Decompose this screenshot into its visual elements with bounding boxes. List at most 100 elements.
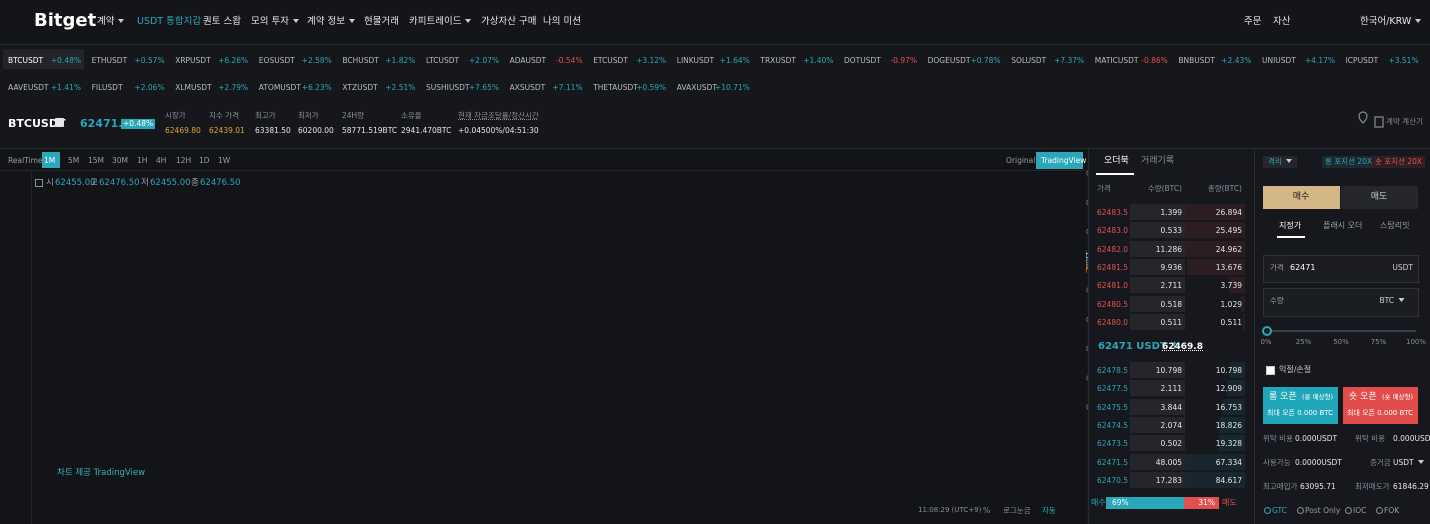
orderbook-price[interactable]: 62481.0 <box>1097 281 1129 291</box>
orderbook-price[interactable]: 62481.5 <box>1097 262 1129 272</box>
ticker-symbol[interactable]: BTCUSDT <box>8 56 44 65</box>
status-option[interactable]: 자동 <box>1042 506 1056 515</box>
interval-button[interactable]: 12H <box>176 156 192 165</box>
ticker-change[interactable]: +1.40% <box>803 56 834 65</box>
ticker-change[interactable]: +6.26% <box>218 56 249 65</box>
ticker-symbol[interactable]: XRPUSDT <box>175 56 211 65</box>
button-title[interactable]: 숏 오픈 <box>1349 392 1377 402</box>
button-sub[interactable]: (롱 예상형) <box>1302 393 1334 401</box>
ticker-change[interactable]: +2.79% <box>218 83 249 92</box>
ticker-symbol[interactable]: ICPUSDT <box>1345 56 1379 65</box>
nav-link[interactable]: 자산 <box>1273 16 1291 27</box>
calculator-link[interactable]: 계약 계산기 <box>1386 117 1423 126</box>
nav-link[interactable]: 주문 <box>1244 16 1262 27</box>
ticker-change[interactable]: +10.71% <box>714 83 750 92</box>
button-max[interactable]: 최대 오픈 0.000 BTC <box>1266 409 1334 417</box>
interval-button[interactable]: 1M <box>44 156 56 165</box>
tif-radio[interactable] <box>1345 507 1352 514</box>
location-icon[interactable] <box>1358 111 1368 124</box>
ticker-symbol[interactable]: AVAXUSDT <box>676 83 717 92</box>
tif-radio[interactable] <box>1376 507 1383 514</box>
ticker-symbol[interactable]: ETHUSDT <box>91 56 128 65</box>
quantity-unit[interactable]: BTC <box>1379 297 1404 305</box>
interval-button[interactable]: 1D <box>199 156 210 165</box>
ticker-symbol[interactable]: EOSUSDT <box>258 56 295 65</box>
ticker-symbol[interactable]: DOGEUSDT <box>927 56 971 65</box>
ticker-symbol[interactable]: UNIUSDT <box>1262 56 1296 65</box>
tif-option[interactable]: IOC <box>1353 506 1367 515</box>
slider-track[interactable] <box>1266 330 1416 332</box>
orderbook-price[interactable]: 62473.5 <box>1097 439 1129 449</box>
status-option[interactable]: % <box>983 506 991 515</box>
tpsl-label[interactable]: 익절/손절 <box>1279 365 1312 374</box>
ticker-change[interactable]: +1.41% <box>50 83 81 92</box>
interval-button[interactable]: 4H <box>156 156 167 165</box>
order-type-tab[interactable]: 지정가 <box>1279 221 1302 230</box>
view-button[interactable]: Original <box>1006 156 1036 165</box>
logo[interactable]: Bitget <box>34 10 97 31</box>
nav-menu-item[interactable]: 계약 <box>97 17 124 27</box>
nav-menu-item[interactable]: 나의 미션 <box>543 16 581 27</box>
ticker-symbol[interactable]: AAVEUSDT <box>8 83 49 92</box>
ticker-symbol[interactable]: XTZUSDT <box>342 83 378 92</box>
ticker-symbol[interactable]: ETCUSDT <box>593 56 628 65</box>
ticker-change[interactable]: +0.57% <box>134 56 165 65</box>
ticker-symbol[interactable]: LTCUSDT <box>426 56 460 65</box>
nav-menu-item[interactable]: 카피트레이드 <box>409 17 471 27</box>
buy-tab[interactable] <box>1263 186 1340 209</box>
interval-button[interactable]: 1H <box>137 156 148 165</box>
ticker-change[interactable]: +2.58% <box>301 56 332 65</box>
interval-button[interactable]: 5M <box>68 156 80 165</box>
orderbook-price[interactable]: 62474.5 <box>1097 420 1129 430</box>
orderbook-price[interactable]: 62480.5 <box>1097 299 1129 309</box>
ticker-symbol[interactable]: THETAUSDT <box>593 83 638 92</box>
ticker-change[interactable]: +2.43% <box>1221 56 1252 65</box>
ticker-symbol[interactable]: SOLUSDT <box>1011 56 1047 65</box>
ticker-change[interactable]: -0.97% <box>890 56 917 65</box>
nav-menu-item[interactable]: 모의 투자 <box>251 17 299 27</box>
orderbook-price[interactable]: 62471.5 <box>1097 457 1129 467</box>
order-type-tab[interactable]: 스탑리밋 <box>1380 221 1410 230</box>
view-button[interactable]: TradingView <box>1041 156 1087 165</box>
nav-menu-item[interactable]: 가상자산 구매 <box>481 16 537 27</box>
ticker-symbol[interactable]: XLMUSDT <box>175 83 212 92</box>
long-button[interactable] <box>1263 387 1338 424</box>
orderbook-price[interactable]: 62478.5 <box>1097 366 1129 375</box>
nav-menu-item[interactable]: USDT 통합지갑 <box>137 16 202 27</box>
ticker-change[interactable]: +1.82% <box>385 56 416 65</box>
interval-button[interactable]: 1W <box>218 156 231 165</box>
chart-credit[interactable]: 차트 제공 TradingView <box>57 468 146 478</box>
tif-option[interactable]: Post Only <box>1305 506 1341 515</box>
ticker-change[interactable]: +6.23% <box>301 83 332 92</box>
ticker-symbol[interactable]: AXSUSDT <box>509 83 546 92</box>
nav-menu-item[interactable]: 퀀토 스왑 <box>203 16 241 27</box>
orderbook-price[interactable]: 62483.5 <box>1097 208 1129 217</box>
order-type-tab[interactable]: 플래시 오더 <box>1323 221 1363 230</box>
interval-button[interactable]: RealTime <box>8 156 43 165</box>
long-leverage[interactable]: 롱 포지션 20X <box>1322 156 1376 168</box>
symbol-dropdown[interactable] <box>55 118 64 127</box>
side-tab[interactable]: 매수 <box>1292 192 1310 202</box>
ticker-change[interactable]: -0.86% <box>1141 56 1168 65</box>
button-title[interactable]: 롱 오픈 <box>1269 392 1297 402</box>
ticker-change[interactable]: +4.17% <box>1304 56 1335 65</box>
nav-menu-item[interactable]: 계약 정보 <box>307 17 355 27</box>
ticker-change[interactable]: +7.65% <box>468 83 499 92</box>
tif-option[interactable]: GTC <box>1272 506 1287 515</box>
orderbook-price[interactable]: 62483.0 <box>1097 226 1129 236</box>
ticker-symbol[interactable]: TRXUSDT <box>760 56 796 65</box>
orderbook-price[interactable]: 62475.5 <box>1097 402 1129 412</box>
ticker-symbol[interactable]: LINKUSDT <box>676 56 715 65</box>
ticker-change[interactable]: +7.37% <box>1054 56 1085 65</box>
orderbook-price[interactable]: 62470.5 <box>1097 475 1129 485</box>
interval-button[interactable]: 15M <box>88 156 105 165</box>
orderbook-tab[interactable]: 거래기록 <box>1141 156 1175 166</box>
ticker-change[interactable]: -0.54% <box>556 56 583 65</box>
tif-radio[interactable] <box>1264 507 1271 514</box>
sell-tab[interactable] <box>1341 186 1418 209</box>
ticker-symbol[interactable]: DOTUSDT <box>844 56 881 65</box>
orderbook-price[interactable]: 62482.0 <box>1097 244 1129 254</box>
ticker-symbol[interactable]: FILUSDT <box>91 83 123 92</box>
orderbook-tab[interactable]: 오더북 <box>1104 156 1129 166</box>
price-input[interactable] <box>1263 255 1419 283</box>
